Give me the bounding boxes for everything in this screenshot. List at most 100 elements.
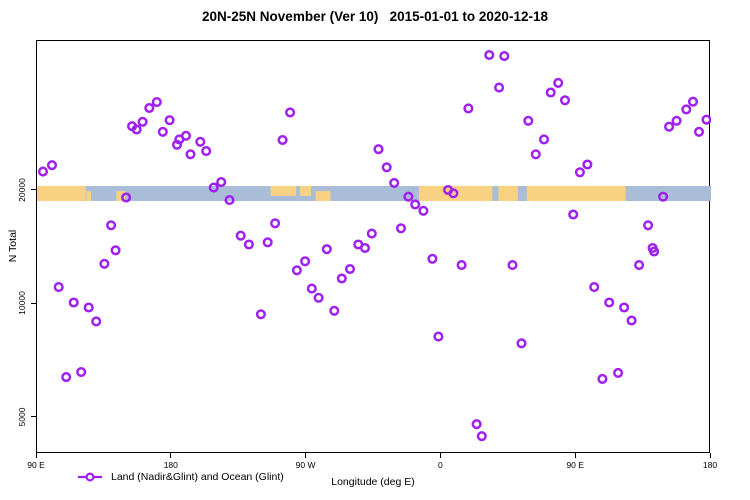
- data-point: [516, 338, 527, 349]
- data-point: [137, 116, 148, 127]
- data-point: [300, 256, 311, 267]
- data-point: [545, 87, 556, 98]
- data-point: [381, 162, 392, 173]
- legend-label: Land (Nadir&Glint) and Ocean (Glint): [111, 471, 284, 483]
- data-point: [157, 126, 168, 137]
- data-point: [270, 218, 281, 229]
- data-point: [471, 419, 482, 430]
- data-point: [329, 305, 340, 316]
- data-point: [456, 260, 467, 271]
- data-point: [291, 265, 302, 276]
- data-point: [262, 237, 273, 248]
- x-tick: [709, 453, 711, 458]
- chart-title: 20N-25N November (Ver 10) 2015-01-01 to …: [202, 9, 548, 24]
- data-point: [83, 302, 94, 313]
- map-strip-land: [418, 186, 493, 201]
- map-strip-land: [116, 191, 126, 201]
- y-tick: [31, 302, 36, 304]
- x-tick-label: 90 E: [27, 460, 45, 470]
- y-tick-label: 5000: [17, 407, 27, 426]
- data-point: [433, 331, 444, 342]
- data-point: [693, 126, 705, 137]
- data-point: [255, 309, 266, 320]
- data-point: [76, 367, 87, 378]
- data-point: [553, 77, 564, 88]
- data-point: [568, 209, 579, 220]
- x-tick: [439, 453, 441, 458]
- data-point: [201, 146, 212, 157]
- data-point: [171, 139, 183, 150]
- data-point: [151, 97, 162, 108]
- map-strip-land: [315, 191, 331, 201]
- data-point: [91, 316, 102, 327]
- map-strip-land: [37, 186, 86, 201]
- y-axis-label: N Total: [7, 229, 19, 263]
- data-point: [53, 282, 64, 293]
- map-strip-land: [86, 191, 91, 201]
- data-point: [619, 302, 630, 313]
- x-tick-label: 90 W: [295, 460, 316, 470]
- data-point: [604, 297, 615, 308]
- data-point: [499, 51, 510, 62]
- data-point: [681, 104, 692, 115]
- x-tick-label: 180: [702, 460, 718, 470]
- data-point: [313, 292, 324, 303]
- x-tick: [35, 453, 37, 458]
- data-point: [185, 149, 196, 160]
- data-point: [395, 223, 407, 234]
- data-point: [37, 166, 49, 177]
- map-strip-land: [299, 186, 312, 196]
- plot-area: Land (Nadir&Glint) and Ocean (Glint): [36, 40, 711, 483]
- data-point: [131, 124, 142, 135]
- x-tick: [574, 453, 576, 458]
- data-point: [306, 283, 317, 294]
- data-point: [110, 245, 121, 256]
- data-point: [484, 49, 495, 61]
- data-point: [427, 253, 438, 264]
- data-point: [68, 297, 79, 308]
- data-point: [626, 315, 637, 326]
- x-axis-label: Longitude (deg E): [331, 476, 415, 488]
- data-point: [243, 239, 254, 250]
- legend: Land (Nadir&Glint) and Ocean (Glint): [78, 471, 284, 483]
- data-point: [216, 177, 227, 188]
- legend-marker-icon: [78, 472, 102, 482]
- data-point: [687, 96, 699, 107]
- data-point: [164, 115, 175, 126]
- data-point: [224, 195, 235, 206]
- data-point: [61, 372, 72, 383]
- data-point: [507, 260, 518, 271]
- data-point: [523, 115, 534, 126]
- data-point: [99, 258, 110, 269]
- data-point: [649, 246, 660, 257]
- data-point: [389, 177, 400, 188]
- data-point: [285, 107, 296, 118]
- x-tick: [170, 453, 172, 458]
- data-point: [410, 199, 421, 210]
- data-point: [373, 144, 384, 155]
- data-point: [671, 115, 682, 126]
- data-point: [582, 159, 593, 170]
- data-point: [321, 244, 332, 255]
- data-point: [643, 220, 654, 231]
- data-point: [658, 191, 669, 202]
- map-strip-land: [270, 186, 297, 196]
- data-point: [664, 121, 675, 132]
- data-point: [613, 367, 624, 378]
- data-point: [403, 191, 414, 202]
- data-point: [180, 130, 192, 141]
- map-strip-land: [498, 186, 518, 201]
- data-point: [144, 102, 155, 114]
- data-point: [494, 82, 505, 93]
- data-point: [463, 103, 474, 114]
- map-strip-land: [526, 186, 626, 201]
- data-point: [589, 282, 600, 293]
- data-point: [597, 373, 608, 384]
- data-point: [336, 273, 347, 284]
- x-tick-label: 0: [438, 460, 443, 470]
- x-tick-label: 90 E: [566, 460, 584, 470]
- data-point: [106, 220, 117, 231]
- x-tick-label: 180: [163, 460, 178, 470]
- y-tick: [31, 416, 36, 417]
- data-point: [418, 205, 429, 216]
